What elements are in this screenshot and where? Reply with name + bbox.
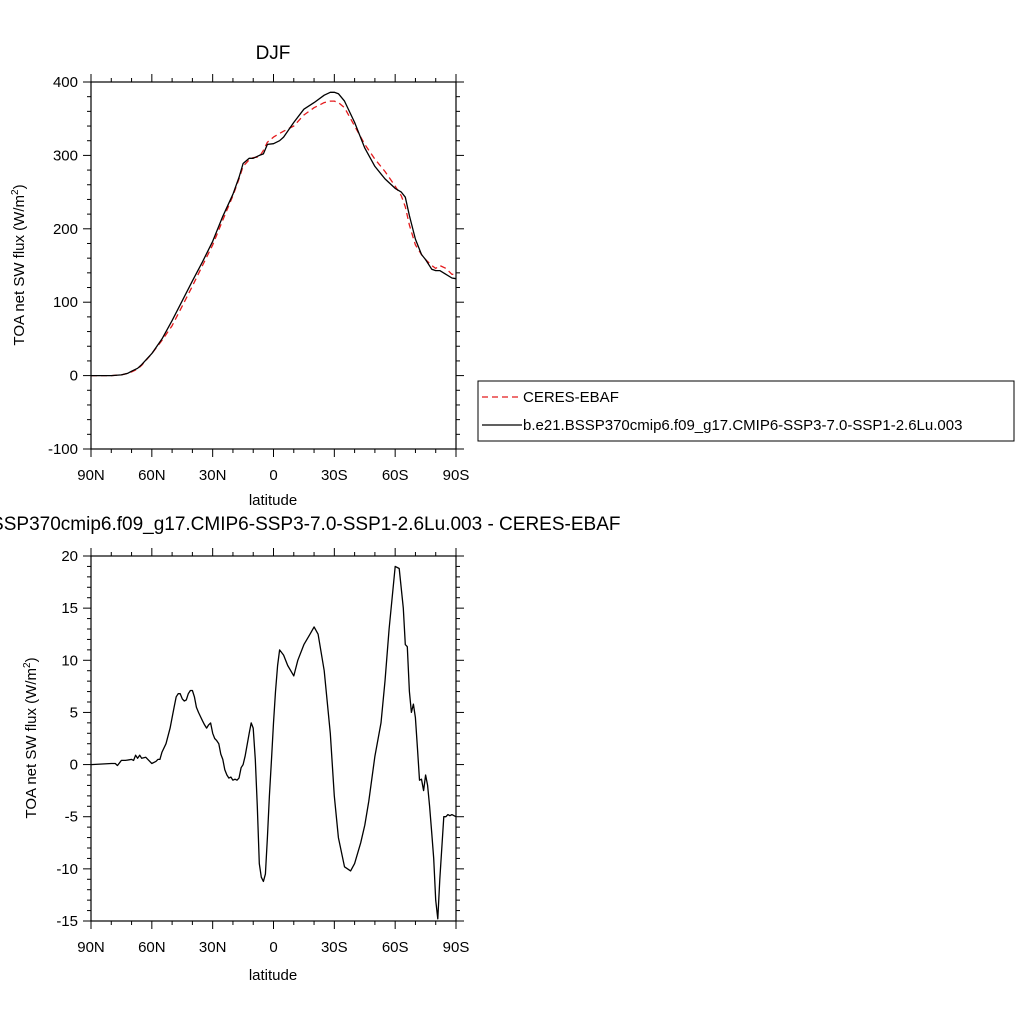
legend-label-ceres: CERES-EBAF (523, 389, 619, 406)
y-tick-label: -15 (56, 913, 78, 930)
x-tick-label: 30S (321, 467, 348, 484)
top-chart-legend: CERES-EBAF b.e21.BSSP370cmip6.f09_g17.CM… (477, 380, 1015, 442)
series-line-0 (91, 100, 456, 377)
y-tick-label: 200 (53, 221, 78, 238)
x-tick-label: 0 (269, 939, 277, 956)
bottom-chart-xlabel: latitude (249, 967, 297, 984)
x-tick-label: 90N (77, 939, 105, 956)
top-chart-title: DJF (256, 43, 291, 64)
legend-label-model: b.e21.BSSP370cmip6.f09_g17.CMIP6-SSP3-7.… (523, 417, 962, 434)
y-tick-label: 10 (61, 652, 78, 669)
y-tick-label: 100 (53, 294, 78, 311)
bottom-plot-frame (90, 555, 457, 922)
y-tick-label: -5 (65, 809, 78, 826)
x-tick-label: 0 (269, 467, 277, 484)
x-tick-label: 90S (443, 939, 470, 956)
top-chart-xlabel: latitude (249, 492, 297, 509)
y-tick-label: -10 (56, 861, 78, 878)
x-tick-label: 30N (199, 467, 227, 484)
y-tick-label: 400 (53, 74, 78, 91)
y-tick-label: 300 (53, 147, 78, 164)
legend-box (477, 380, 1015, 442)
y-tick-label: 20 (61, 548, 78, 565)
top-chart-ylabel: TOA net SW flux (W/m2) (10, 184, 28, 345)
y-tick-label: 5 (70, 704, 78, 721)
bottom-chart-title: b.e21.BSSP370cmip6.f09_g17.CMIP6-SSP3-7.… (0, 514, 620, 535)
x-tick-label: 60S (382, 467, 409, 484)
series-line-0 (90, 565, 457, 920)
x-tick-label: 60N (138, 467, 166, 484)
bottom-chart: b.e21.BSSP370cmip6.f09_g17.CMIP6-SSP3-7.… (0, 514, 620, 984)
x-tick-label: 60N (138, 939, 166, 956)
y-tick-label: 15 (61, 600, 78, 617)
x-tick-label: 30N (199, 939, 227, 956)
series-line-1 (91, 91, 457, 377)
x-tick-label: 90N (77, 467, 105, 484)
top-chart: DJF -100 0 100 200 300 400 90N 60N 30N 0 30S 60S 90… (10, 43, 469, 509)
x-tick-label: 90S (443, 467, 470, 484)
y-tick-label: 0 (70, 368, 78, 385)
y-tick-label: -100 (48, 441, 78, 458)
x-tick-label: 60S (382, 939, 409, 956)
bottom-chart-ylabel: TOA net SW flux (W/m2) (22, 657, 40, 818)
x-tick-label: 30S (321, 939, 348, 956)
y-tick-label: 0 (70, 757, 78, 774)
